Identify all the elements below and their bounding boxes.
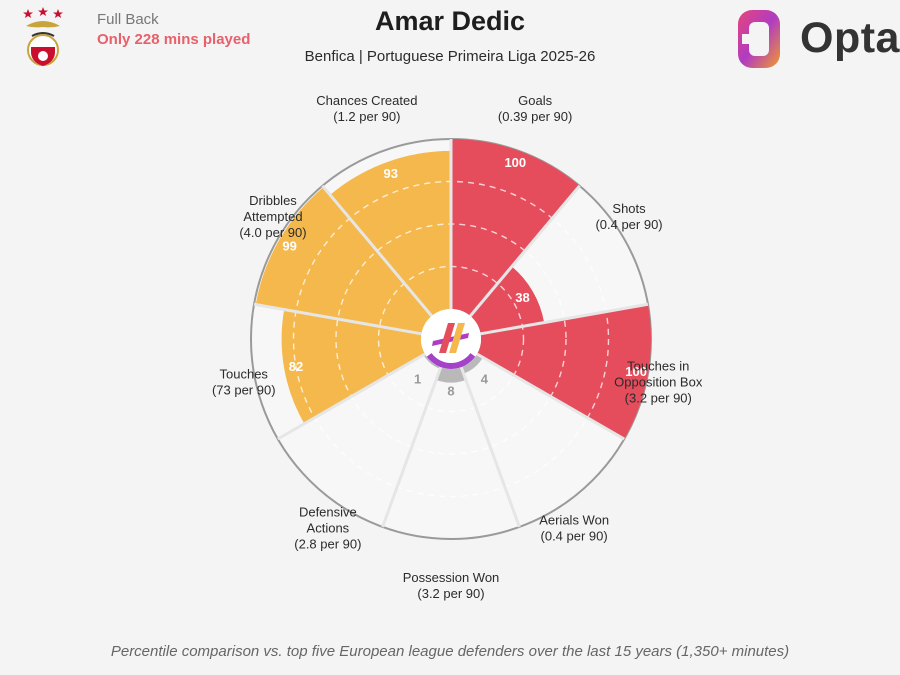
category-label-aerials-won: Aerials Won(0.4 per 90): [539, 512, 609, 543]
bar-touches: [281, 309, 426, 424]
spoke: [381, 366, 443, 528]
bar-aerials-won: [461, 354, 483, 374]
value-label: 93: [384, 166, 398, 181]
category-label-chances-created: Chances Created(1.2 per 90): [316, 93, 417, 124]
opta-logo-icon: [738, 10, 780, 68]
spoke: [459, 366, 521, 528]
spoke: [277, 352, 426, 441]
hub-accent-arc: [426, 353, 476, 369]
category-rate: (3.2 per 90): [625, 391, 692, 406]
value-label: 100: [504, 155, 526, 170]
category-rate: (2.8 per 90): [294, 536, 361, 551]
spoke: [321, 184, 433, 317]
category-rate: (0.4 per 90): [541, 528, 608, 543]
category-label-goals: Goals(0.39 per 90): [498, 93, 572, 124]
category-rate: (0.4 per 90): [595, 217, 662, 232]
category-rate: (73 per 90): [212, 383, 276, 398]
category-name: Touches in: [627, 359, 689, 374]
category-label-touches: Touches(73 per 90): [212, 367, 276, 398]
value-label: 82: [289, 359, 303, 374]
spoke: [469, 184, 581, 317]
category-name: Attempted: [243, 209, 302, 224]
spoke: [253, 302, 422, 336]
value-label: 8: [447, 384, 454, 399]
category-rate: (3.2 per 90): [417, 586, 484, 601]
opta-logo-text: Opta: [800, 14, 900, 62]
bar-touches-in-opposition-box: [476, 304, 651, 439]
benfica-crest-icon: [23, 7, 63, 66]
footnote: Percentile comparison vs. top five Europ…: [110, 643, 790, 660]
category-name: Opposition Box: [614, 375, 703, 390]
category-name: Aerials Won: [539, 512, 609, 527]
value-label: 100: [625, 364, 647, 379]
category-rate: (1.2 per 90): [333, 109, 400, 124]
category-rate: (0.39 per 90): [498, 109, 572, 124]
category-rate: (4.0 per 90): [239, 225, 306, 240]
category-name: Shots: [612, 201, 646, 216]
category-label-possession-won: Possession Won(3.2 per 90): [403, 570, 500, 601]
hub-logo-stroke: [439, 323, 455, 353]
spoke: [476, 352, 625, 441]
category-name: Defensive: [299, 504, 357, 519]
value-label: 38: [515, 290, 529, 305]
category-name: Actions: [307, 520, 350, 535]
category-label-shots: Shots(0.4 per 90): [595, 201, 662, 232]
category-name: Dribbles: [249, 193, 297, 208]
bar-dribbles-attempted: [255, 187, 432, 334]
bar-possession-won: [436, 367, 466, 383]
category-name: Goals: [518, 93, 552, 108]
category-name: Touches: [220, 367, 269, 382]
value-label: 99: [282, 238, 296, 253]
minutes-note: Only 228 mins played: [97, 31, 251, 48]
chart-subtitle: Benfica | Portuguese Primeira Liga 2025-…: [304, 48, 596, 65]
spoke: [480, 302, 649, 336]
bar-shots: [470, 266, 545, 334]
category-name: Possession Won: [403, 570, 500, 585]
hub-logo-icon: [432, 323, 469, 353]
value-label: 4: [481, 371, 489, 386]
player-name: Amar Dedic: [374, 6, 526, 36]
player-position: Full Back: [97, 11, 159, 28]
category-name: Chances Created: [316, 93, 417, 108]
bar-chances-created: [330, 150, 451, 317]
value-label: 1: [414, 371, 421, 386]
hub-logo-stroke: [449, 323, 465, 353]
bar-goals: [451, 139, 580, 317]
